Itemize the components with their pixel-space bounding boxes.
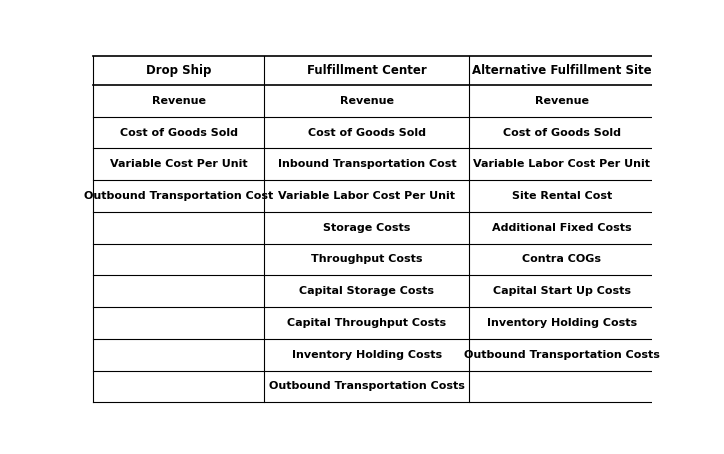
Text: Cost of Goods Sold: Cost of Goods Sold <box>503 128 620 138</box>
Text: Capital Throughput Costs: Capital Throughput Costs <box>287 318 447 328</box>
Text: Inventory Holding Costs: Inventory Holding Costs <box>292 350 442 360</box>
Text: Storage Costs: Storage Costs <box>323 223 411 233</box>
Text: Site Rental Cost: Site Rental Cost <box>512 191 612 201</box>
Text: Capital Start Up Costs: Capital Start Up Costs <box>493 286 631 296</box>
Text: Cost of Goods Sold: Cost of Goods Sold <box>120 128 238 138</box>
Text: Variable Cost Per Unit: Variable Cost Per Unit <box>110 159 248 169</box>
Text: Revenue: Revenue <box>535 96 589 106</box>
Text: Outbound Transportation Costs: Outbound Transportation Costs <box>269 381 465 391</box>
Text: Revenue: Revenue <box>340 96 394 106</box>
Text: Inbound Transportation Cost: Inbound Transportation Cost <box>277 159 456 169</box>
Text: Capital Storage Costs: Capital Storage Costs <box>299 286 434 296</box>
Text: Outbound Transportation Cost: Outbound Transportation Cost <box>84 191 274 201</box>
Text: Contra COGs: Contra COGs <box>522 255 602 265</box>
Text: Variable Labor Cost Per Unit: Variable Labor Cost Per Unit <box>278 191 455 201</box>
Text: Variable Labor Cost Per Unit: Variable Labor Cost Per Unit <box>473 159 650 169</box>
Text: Alternative Fulfillment Site: Alternative Fulfillment Site <box>472 64 652 77</box>
Text: Inventory Holding Costs: Inventory Holding Costs <box>487 318 637 328</box>
Text: Cost of Goods Sold: Cost of Goods Sold <box>308 128 426 138</box>
Text: Drop Ship: Drop Ship <box>146 64 211 77</box>
Text: Fulfillment Center: Fulfillment Center <box>307 64 426 77</box>
Text: Revenue: Revenue <box>152 96 206 106</box>
Text: Additional Fixed Costs: Additional Fixed Costs <box>492 223 631 233</box>
Text: Throughput Costs: Throughput Costs <box>311 255 423 265</box>
Text: Outbound Transportation Costs: Outbound Transportation Costs <box>464 350 660 360</box>
